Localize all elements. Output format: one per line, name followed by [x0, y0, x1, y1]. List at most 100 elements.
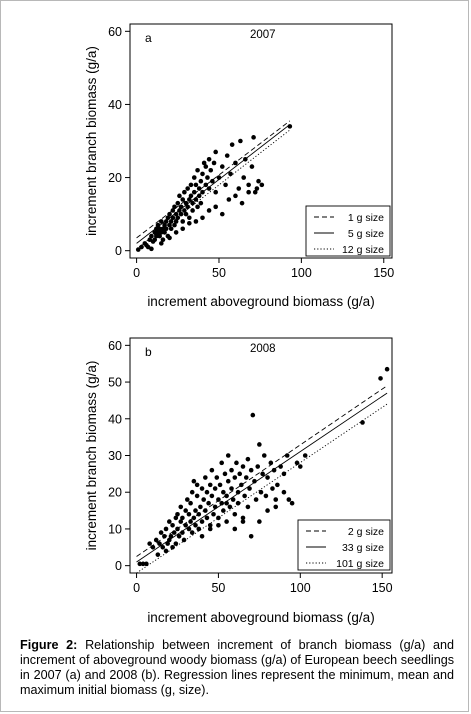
data-point: [252, 189, 258, 195]
data-point: [225, 478, 231, 484]
data-point: [185, 204, 190, 210]
caption-label: Figure 2:: [20, 638, 78, 652]
year-label: 2007: [250, 29, 276, 41]
y-tick-label: 50: [108, 376, 122, 390]
data-point: [185, 497, 190, 502]
x-tick-label: 50: [212, 266, 226, 280]
data-point: [137, 561, 143, 567]
data-point: [265, 508, 270, 513]
data-point: [233, 193, 238, 199]
data-point: [205, 175, 210, 180]
data-point: [201, 497, 206, 502]
data-point: [182, 189, 187, 195]
data-point: [238, 138, 243, 144]
data-point: [198, 504, 203, 510]
data-point: [209, 467, 215, 473]
data-point: [162, 230, 167, 235]
data-point: [152, 237, 158, 243]
data-point: [222, 471, 228, 477]
data-point: [257, 519, 262, 524]
data-point: [195, 204, 200, 210]
y-tick-label: 0: [115, 244, 122, 258]
data-point: [232, 475, 238, 480]
chart-panel-a: 0 50 100 150 0 20 40 60 increment aboveground bi…: [84, 23, 394, 309]
y-tick-label: 20: [108, 171, 122, 185]
data-point: [162, 222, 167, 228]
data-point: [240, 519, 246, 524]
data-point: [175, 511, 180, 517]
data-point: [178, 204, 184, 210]
data-point: [255, 464, 261, 469]
data-point: [177, 208, 182, 213]
data-point: [229, 486, 234, 491]
data-point: [203, 508, 208, 513]
y-tick-label: 10: [108, 522, 122, 536]
chart-panel-b: 0 50 100 150 0 10 20 30 40 50 60 increment abovegro…: [84, 337, 393, 625]
data-point: [258, 489, 264, 495]
data-point: [187, 215, 192, 221]
data-point: [190, 208, 195, 213]
data-point: [246, 189, 251, 195]
data-point: [239, 200, 245, 206]
data-point: [224, 519, 229, 524]
data-point: [173, 230, 179, 235]
legend-entry: 1 g size: [348, 212, 384, 224]
data-point: [170, 522, 175, 528]
data-point: [157, 233, 162, 239]
data-point: [147, 541, 152, 546]
data-point: [163, 226, 169, 232]
y-tick-label: 40: [108, 98, 122, 112]
regression-line: [136, 392, 388, 563]
data-point: [287, 124, 293, 129]
data-point: [212, 504, 218, 510]
panel-label: a: [145, 31, 152, 45]
data-point: [149, 233, 154, 239]
data-point: [163, 526, 169, 532]
data-point: [187, 220, 192, 226]
data-point: [289, 500, 295, 506]
data-point: [194, 493, 200, 499]
data-point: [284, 453, 290, 458]
data-point: [216, 497, 221, 502]
data-point: [173, 541, 179, 546]
x-tick-label: 0: [133, 581, 140, 595]
data-point: [187, 197, 192, 202]
data-point: [219, 500, 224, 506]
data-point: [204, 489, 210, 495]
data-point: [186, 511, 192, 517]
data-point: [213, 189, 218, 195]
data-point: [241, 175, 246, 180]
data-point: [193, 219, 199, 224]
data-point: [221, 489, 226, 495]
y-tick-label: 20: [108, 486, 122, 500]
data-point: [196, 526, 202, 532]
data-point: [191, 189, 197, 195]
data-point: [180, 197, 186, 202]
data-point: [243, 475, 249, 480]
data-point: [234, 460, 239, 466]
data-point: [378, 376, 383, 381]
data-point: [196, 193, 202, 199]
data-point: [235, 489, 241, 495]
legend-entry: 5 g size: [348, 228, 384, 240]
data-point: [188, 519, 193, 524]
data-point: [154, 233, 159, 239]
data-point: [201, 160, 207, 166]
data-point: [216, 515, 221, 521]
y-axis-label: increment branch biomass (g/a): [84, 361, 99, 551]
data-point: [219, 164, 225, 169]
data-point: [150, 544, 156, 550]
data-point: [226, 197, 232, 202]
data-point: [208, 167, 214, 173]
data-point: [229, 142, 235, 147]
data-point: [200, 189, 205, 195]
data-point: [233, 160, 238, 166]
data-point: [245, 456, 251, 462]
data-point: [168, 219, 174, 224]
data-point: [194, 482, 200, 488]
data-point: [152, 230, 158, 235]
data-point: [203, 164, 209, 169]
data-point: [167, 235, 172, 241]
data-point: [160, 544, 166, 550]
data-point: [259, 182, 265, 188]
